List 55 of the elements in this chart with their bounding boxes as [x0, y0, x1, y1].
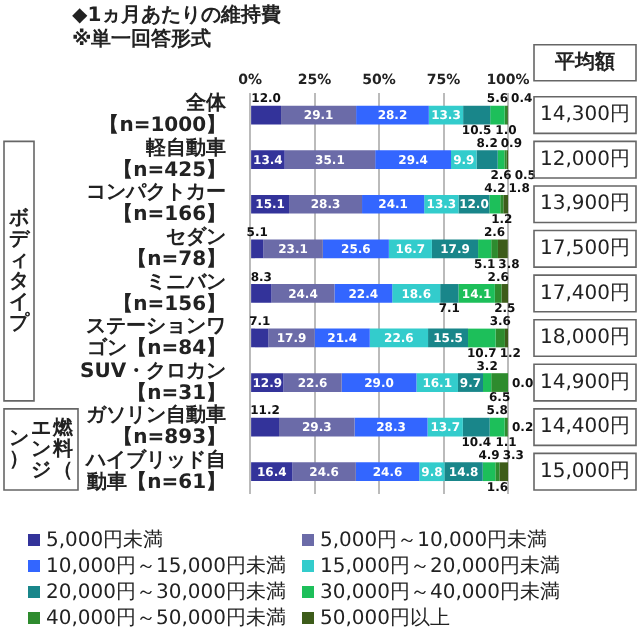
bar: [489, 417, 505, 437]
bar: [284, 150, 376, 170]
text: 平均額: [553, 49, 615, 74]
y-tick-label: SUV・クロカン【n=31】: [80, 360, 227, 405]
text: 14,300円: [540, 104, 630, 127]
bar: [251, 239, 264, 259]
text: 15,000円: [540, 460, 630, 483]
y-tick-label: ハイブリッド自動車【n=61】: [84, 447, 227, 494]
text: 13,900円: [540, 193, 630, 216]
bar: [251, 328, 269, 348]
text: 14,900円: [540, 371, 630, 394]
bar: [490, 105, 505, 125]
bar: [482, 373, 492, 392]
bar: [476, 150, 498, 170]
legend-label: 10,000円～15,000円未満: [46, 553, 286, 580]
legend-label: 5,000円～10,000円未満: [319, 527, 548, 554]
y-tick-label: セダン【n=78】: [127, 225, 227, 272]
bar: [494, 284, 502, 303]
bar: [489, 194, 501, 214]
chart-subtitle: ※単一回答形式: [72, 27, 212, 52]
bar: [440, 284, 459, 303]
bar: [499, 462, 508, 482]
legend-label: 20,000円～30,000円未満: [46, 579, 286, 606]
legend-label: 30,000円～40,000円未満: [319, 579, 560, 606]
text: 12,000円: [540, 148, 630, 171]
bar: [497, 239, 508, 259]
bar: [251, 284, 272, 303]
text: 17,500円: [540, 238, 630, 261]
bar: [478, 239, 492, 259]
bar: [462, 417, 490, 437]
text: 14,400円: [540, 416, 630, 439]
bar: [495, 328, 505, 348]
bar: [497, 150, 505, 170]
y-tick-label: ミニバン【n=156】: [113, 271, 227, 316]
bar: [482, 462, 496, 482]
y-tick-label: ステーションワゴン【n=84】: [86, 316, 227, 361]
bar: [491, 239, 498, 259]
chart-title: ◆1ヵ月あたりの維持費: [72, 3, 282, 28]
bar: [251, 417, 280, 437]
y-tick-label: 全体【n=1000】: [99, 91, 229, 138]
bar: [468, 328, 496, 348]
text: 18,000円: [540, 327, 630, 350]
legend-label: 50,000円以上: [319, 605, 450, 632]
bar: [463, 105, 491, 125]
bar: [491, 373, 508, 392]
y-tick-label: ガソリン自動車【n=893】: [86, 403, 227, 450]
legend-label: 40,000円～50,000円未満: [46, 605, 286, 632]
legend-label: 5,000円未満: [46, 527, 164, 554]
legend-label: 15,000円～20,000円未満: [319, 553, 560, 580]
bar: [501, 284, 508, 303]
bar: [251, 105, 282, 125]
y-tick-label: 軽自動車【n=425】: [113, 135, 227, 182]
y-tick-label: コンパクトカー【n=166】: [86, 182, 227, 227]
text: 17,400円: [540, 282, 630, 305]
text: ボディタイプ: [7, 205, 31, 335]
